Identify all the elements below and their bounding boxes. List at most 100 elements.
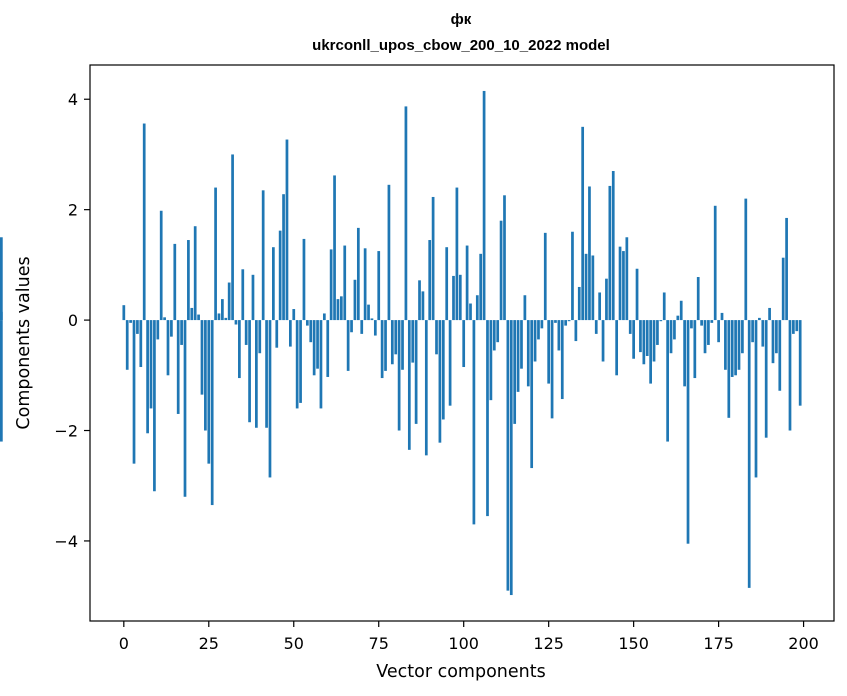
bar xyxy=(217,313,221,321)
y-tick-label: 4 xyxy=(68,90,78,109)
bar xyxy=(129,320,132,323)
bar xyxy=(564,320,568,326)
bar xyxy=(591,255,595,321)
bar xyxy=(458,274,462,321)
bar xyxy=(486,320,489,517)
bar xyxy=(781,257,785,321)
x-tick-label: 200 xyxy=(788,634,819,653)
bar xyxy=(255,320,258,428)
bar xyxy=(166,320,170,376)
bar xyxy=(346,320,350,371)
bar xyxy=(594,320,598,334)
bar xyxy=(798,320,802,406)
bar xyxy=(795,320,799,332)
bar xyxy=(139,320,143,368)
bar xyxy=(693,320,697,379)
bar xyxy=(788,320,792,431)
bar xyxy=(302,238,306,321)
bar xyxy=(316,320,319,369)
bar xyxy=(710,320,714,323)
bar xyxy=(622,251,625,321)
bar xyxy=(319,320,323,409)
bar xyxy=(537,320,540,340)
bar xyxy=(764,320,768,438)
bar xyxy=(411,320,415,363)
x-tick-label: 125 xyxy=(533,634,564,653)
bar xyxy=(356,227,360,321)
bar xyxy=(448,320,452,406)
bar xyxy=(775,320,778,354)
bar xyxy=(452,275,455,321)
chart-title: фк xyxy=(451,11,472,28)
bar xyxy=(190,307,194,321)
bar xyxy=(472,320,476,525)
bar xyxy=(720,312,724,321)
bar xyxy=(588,186,591,321)
bar xyxy=(125,320,129,370)
bar xyxy=(625,237,629,321)
bar xyxy=(445,247,449,321)
bar xyxy=(326,320,330,377)
x-tick-label: 175 xyxy=(703,634,734,653)
bar xyxy=(713,205,717,321)
bar xyxy=(618,246,622,321)
bar xyxy=(295,320,299,409)
bar xyxy=(241,269,245,321)
bar xyxy=(533,320,537,362)
bar xyxy=(159,210,163,321)
bar xyxy=(673,320,676,340)
bar xyxy=(513,320,517,424)
bar xyxy=(156,320,160,340)
bar xyxy=(635,268,639,321)
bar xyxy=(333,175,336,321)
bar xyxy=(489,320,493,401)
bar xyxy=(282,194,285,321)
y-tick-label: −2 xyxy=(54,422,78,441)
bar xyxy=(424,320,428,456)
chart-subtitle: ukrconll_upos_cbow_200_10_2022 model xyxy=(312,37,610,54)
bar xyxy=(339,296,343,321)
bar xyxy=(727,320,731,418)
bar xyxy=(730,320,734,377)
bar xyxy=(292,309,296,321)
bar xyxy=(615,320,619,376)
bar xyxy=(404,106,408,321)
bar xyxy=(180,320,183,345)
bar xyxy=(628,320,632,334)
bar xyxy=(652,320,656,362)
bar xyxy=(792,320,795,334)
bar xyxy=(261,190,265,321)
bar xyxy=(394,320,398,355)
bar xyxy=(221,299,224,321)
bar xyxy=(503,195,506,321)
x-tick-label: 50 xyxy=(284,634,304,653)
x-tick-label: 100 xyxy=(448,634,479,653)
bar xyxy=(506,320,510,591)
bar xyxy=(462,320,466,368)
x-axis-ticks: 0 25 50 75 100 125 150 175 200 xyxy=(119,621,819,653)
bar xyxy=(238,320,241,379)
bar xyxy=(520,320,523,369)
bar xyxy=(312,320,316,376)
bar xyxy=(438,320,442,443)
bar xyxy=(200,320,204,395)
bar xyxy=(149,320,153,409)
bar xyxy=(754,320,758,478)
bar xyxy=(353,279,357,321)
bar xyxy=(329,249,333,321)
bar xyxy=(690,320,693,329)
bar xyxy=(142,123,146,321)
bar xyxy=(407,320,411,450)
bar xyxy=(258,320,262,354)
bar xyxy=(683,320,686,387)
bar xyxy=(384,320,387,371)
bar xyxy=(441,320,445,420)
bar xyxy=(598,292,602,321)
bar xyxy=(608,185,612,321)
bar-series xyxy=(0,90,802,596)
bar xyxy=(401,320,404,370)
bar xyxy=(360,320,364,334)
bar xyxy=(669,320,673,354)
x-tick-label: 25 xyxy=(199,634,219,653)
